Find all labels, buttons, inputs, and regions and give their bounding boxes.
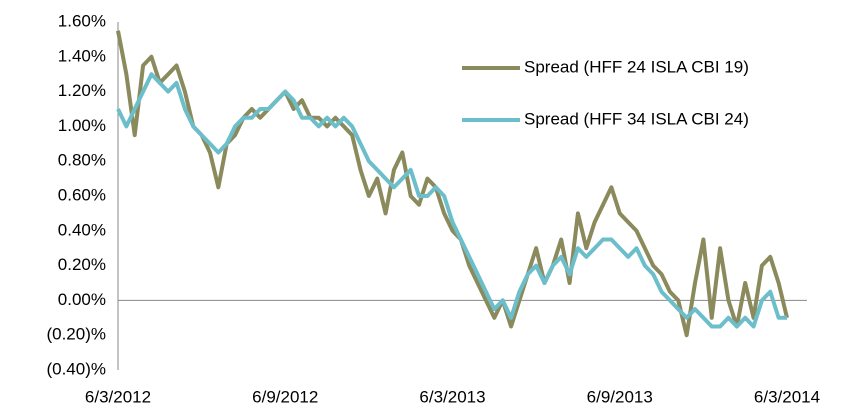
y-tick-label: 1.00% xyxy=(58,116,106,135)
legend-label: Spread (HFF 24 ISLA CBI 19) xyxy=(524,57,749,76)
x-tick-label: 6/3/2013 xyxy=(419,387,485,406)
y-tick-label: 0.00% xyxy=(58,290,106,309)
y-tick-label: 1.60% xyxy=(58,11,106,30)
y-tick-label: (0.40)% xyxy=(46,359,106,378)
legend-label: Spread (HFF 34 ISLA CBI 24) xyxy=(524,109,749,128)
x-tick-label: 6/9/2012 xyxy=(252,387,318,406)
y-tick-label: 0.60% xyxy=(58,185,106,204)
series-line xyxy=(116,72,787,329)
y-tick-label: 1.20% xyxy=(58,81,106,100)
x-tick-label: 6/3/2012 xyxy=(85,387,151,406)
y-tick-label: (0.20)% xyxy=(46,325,106,344)
y-tick-label: 1.40% xyxy=(58,46,106,65)
x-tick-label: 6/9/2013 xyxy=(587,387,653,406)
y-tick-label: 0.20% xyxy=(58,255,106,274)
x-tick-label: 6/3/2014 xyxy=(754,387,820,406)
y-tick-label: 0.40% xyxy=(58,220,106,239)
y-tick-label: 0.80% xyxy=(58,151,106,170)
